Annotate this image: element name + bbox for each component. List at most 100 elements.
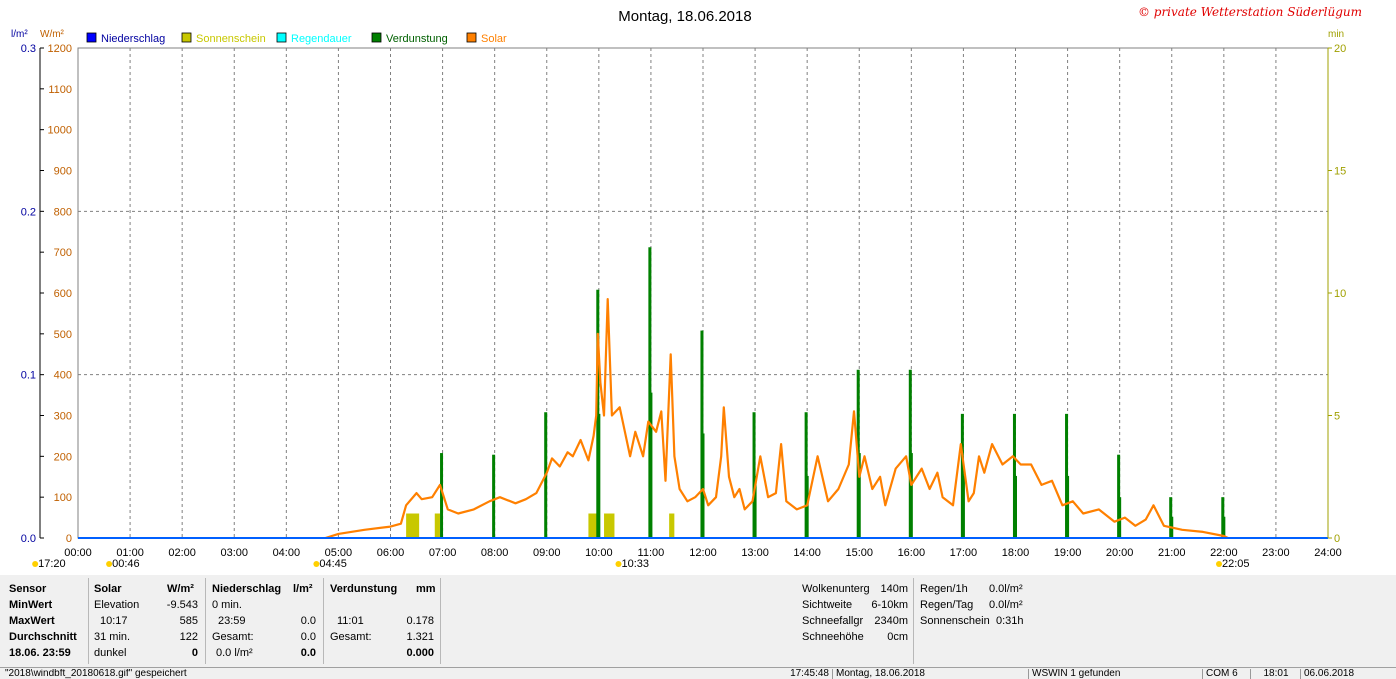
label-minwert: MinWert — [9, 599, 53, 611]
evap-max-value: 0.178 — [406, 615, 434, 627]
axes: 0.00.10.20.30100200300400500600700800900… — [21, 43, 1347, 559]
status-bar: "2018\windbft_20180618.gif" gespeichert … — [0, 667, 1396, 679]
x-tick-label: 00:00 — [64, 547, 92, 559]
precip-current-value: 0.0 — [300, 647, 316, 659]
evaporation-bar — [1118, 497, 1122, 538]
x-tick-label: 05:00 — [325, 547, 353, 559]
time-marker-dot — [1216, 561, 1222, 567]
evaporation-bar — [440, 453, 444, 538]
sunshine-bars — [406, 513, 675, 538]
y-tick-solar: 800 — [54, 206, 72, 218]
sunshine-label: Sonnenschein — [920, 615, 990, 627]
precip-current-label: 0.0 l/m² — [216, 647, 253, 659]
precip-total-label: Gesamt: — [212, 631, 254, 643]
precip-total-value: 0.0 — [300, 631, 316, 643]
sunshine-bar — [434, 513, 440, 538]
x-tick-label: 07:00 — [429, 547, 457, 559]
solar-min-value: -9.543 — [166, 599, 198, 611]
y-tick-solar: 100 — [54, 492, 72, 504]
evaporation-bar — [752, 412, 756, 538]
solar-min-label: Elevation — [94, 599, 140, 611]
x-tick-label: 18:00 — [1002, 547, 1030, 559]
status-found: WSWIN 1 gefunden — [1028, 669, 1198, 679]
snowline-value: 2340m — [874, 615, 908, 627]
x-tick-label: 23:00 — [1262, 547, 1290, 559]
x-tick-label: 11:00 — [638, 547, 665, 559]
evap-unit: mm — [416, 583, 436, 595]
solar-line — [325, 298, 1229, 540]
status-time: 17:45:48 — [790, 669, 829, 679]
status-date2: 06.06.2018 — [1300, 669, 1394, 679]
snowdepth-value: 0cm — [887, 631, 908, 643]
evaporation-bar — [1066, 475, 1070, 538]
y-tick-minutes: 0 — [1334, 533, 1340, 545]
legend-label-3: Verdunstung — [386, 33, 448, 45]
evaporation-bar — [1014, 475, 1017, 538]
x-tick-label: 19:00 — [1054, 547, 1082, 559]
legend-label-0: Niederschlag — [101, 33, 165, 45]
y-tick-precip: 0.3 — [21, 43, 36, 55]
time-marker-label: 00:46 — [112, 558, 140, 570]
solar-max-value: 585 — [179, 615, 198, 627]
x-tick-label: 08:00 — [481, 547, 509, 559]
watermark-text: © private Wetterstation Süderlügum — [1138, 5, 1362, 19]
time-marker-dot — [615, 561, 622, 567]
right-unit-minutes: min — [1328, 29, 1344, 40]
y-tick-minutes: 15 — [1334, 166, 1346, 178]
evaporation-bar — [804, 412, 808, 538]
time-marker-label: 04:45 — [319, 558, 347, 570]
legend-swatch-1 — [181, 32, 192, 43]
legend-swatch-4 — [466, 32, 477, 43]
y-tick-solar: 1100 — [48, 84, 72, 96]
cloudbase-label: Wolkenunterg — [802, 583, 870, 595]
x-tick-label: 17:00 — [950, 547, 978, 559]
y-tick-solar: 700 — [54, 247, 72, 259]
solar-current-value: 0 — [191, 647, 198, 659]
solar-header: Solar — [94, 583, 122, 595]
status-com: COM 6 — [1202, 669, 1246, 679]
y-tick-solar: 900 — [54, 166, 72, 178]
precip-header: Niederschlag — [212, 583, 282, 595]
evaporation-bar — [492, 454, 496, 538]
y-tick-solar: 600 — [54, 288, 72, 300]
x-tick-label: 01:00 — [116, 547, 144, 559]
x-tick-label: 22:00 — [1210, 547, 1238, 559]
legend-label-1: Sonnenschein — [196, 33, 266, 45]
time-marker-dot — [32, 561, 39, 567]
statistics-panel: Sensor MinWert MaxWert Durchschnitt 18.0… — [0, 575, 1396, 667]
y-tick-solar: 200 — [54, 451, 72, 463]
solar-avg-value: 122 — [179, 631, 198, 643]
weather-chart: Montag, 18.06.2018 © private Wetterstati… — [11, 5, 1362, 570]
legend-label-4: Solar — [481, 33, 507, 45]
y-tick-minutes: 10 — [1334, 288, 1346, 300]
time-marker-label: 10:33 — [621, 558, 649, 570]
label-date: 18.06. 23:59 — [9, 647, 71, 659]
y-tick-minutes: 5 — [1334, 411, 1340, 423]
rain1h-value: 0.0l/m² — [989, 583, 1023, 595]
x-tick-label: 12:00 — [689, 547, 717, 559]
evap-max-time: 11:01 — [337, 615, 364, 627]
evaporation-bar — [805, 475, 809, 538]
solar-current-label: dunkel — [94, 647, 127, 659]
precip-max-value: 0.0 — [300, 615, 316, 627]
x-tick-label: 16:00 — [898, 547, 926, 559]
left-unit-precip: l/m² — [11, 29, 28, 40]
evaporation-bars — [440, 247, 1226, 538]
rainday-value: 0.0l/m² — [989, 599, 1023, 611]
time-marker-dot — [313, 561, 320, 567]
x-tick-label: 10:00 — [585, 547, 613, 559]
sunshine-bar — [588, 513, 599, 538]
y-tick-solar: 500 — [54, 329, 72, 341]
sunshine-bar — [406, 513, 420, 538]
rain1h-label: Regen/1h — [920, 583, 968, 595]
x-tick-label: 04:00 — [273, 547, 301, 559]
evaporation-bar — [753, 475, 757, 538]
sunshine-bar — [669, 513, 675, 538]
evaporation-bar — [649, 392, 653, 538]
x-tick-label: 03:00 — [220, 547, 248, 559]
evaporation-bar — [701, 433, 705, 538]
solar-max-time: 10:17 — [100, 615, 128, 627]
sunshine-bar — [604, 513, 615, 538]
evap-header: Verdunstung — [330, 583, 398, 595]
y-tick-minutes: 20 — [1334, 43, 1346, 55]
